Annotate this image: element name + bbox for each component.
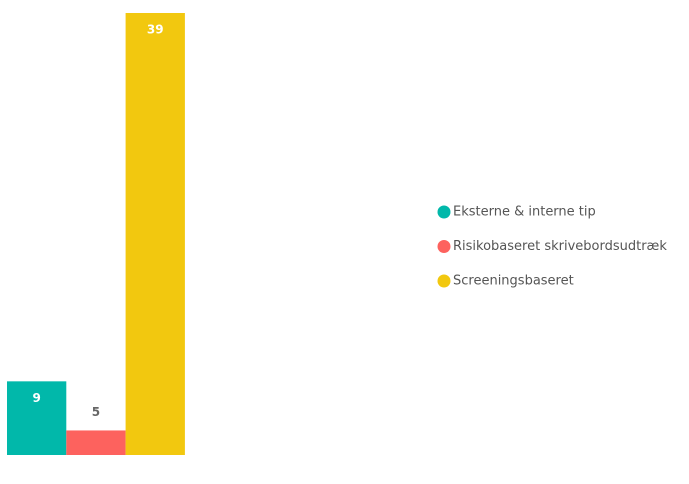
legend-marker — [437, 240, 451, 253]
data-label: 5 — [92, 405, 100, 419]
legend-label: Risikobaseret skrivebordsudtræk — [453, 239, 667, 254]
legend-marker — [437, 205, 451, 219]
legend-label: Screeningsbaseret — [453, 274, 574, 289]
bar — [7, 381, 67, 455]
legend-marker — [437, 274, 451, 288]
data-label: 9 — [32, 391, 40, 405]
bar — [66, 430, 126, 455]
data-label: 39 — [147, 23, 164, 37]
legend-label: Eksterne & interne tip — [453, 205, 596, 220]
bar — [125, 13, 185, 455]
